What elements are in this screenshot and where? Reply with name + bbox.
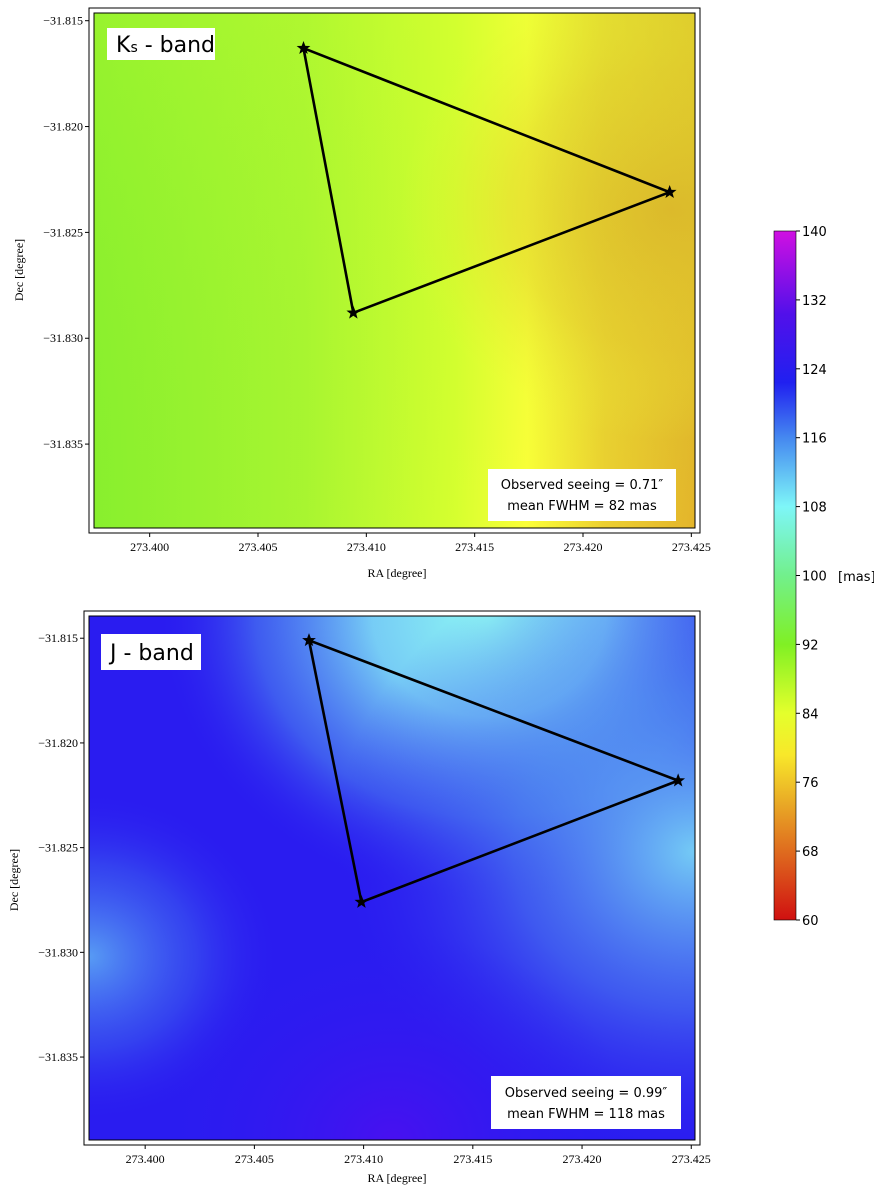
x-tick-label: 273.415 — [455, 540, 494, 554]
ks-band-label-box: Ks - band — [107, 28, 215, 60]
colorbar-tick-label: 68 — [802, 845, 819, 860]
asterism-triangle — [302, 46, 671, 315]
x-tick-label: 273.415 — [453, 1152, 492, 1166]
ks-triangle — [296, 41, 677, 319]
colorbar-tick-label: 100 — [802, 570, 827, 585]
j-band-panel: J - band Observed seeing = 0.99″ mean FW… — [7, 610, 711, 1185]
j-x-axis-title: RA [degree] — [368, 1171, 427, 1185]
y-tick-label: −31.825 — [43, 225, 83, 239]
j-y-ticks: −31.815 −31.820 −31.825 −31.830 −31.835 — [38, 631, 84, 1064]
x-tick-label: 273.425 — [672, 1152, 711, 1166]
colorbar: 140 132 124 116 108 100 92 84 76 68 60 [mas] — [773, 225, 874, 929]
colorbar-tick-label: 116 — [802, 432, 827, 447]
y-tick-label: −31.815 — [43, 14, 83, 28]
asterism-triangle — [307, 639, 680, 904]
y-tick-label: −31.820 — [38, 736, 78, 750]
colorbar-tick-label: 132 — [802, 294, 827, 309]
j-band-label-box: J - band — [101, 634, 201, 670]
x-tick-label: 273.405 — [239, 540, 278, 554]
panel-frame-inner — [93, 12, 696, 529]
x-tick-label: 273.425 — [672, 540, 711, 554]
ks-y-ticks: −31.815 −31.820 −31.825 −31.830 −31.835 — [43, 14, 89, 451]
ks-band-label: Ks - band — [116, 33, 215, 58]
colorbar-gradient — [774, 231, 796, 920]
x-tick-label: 273.410 — [347, 540, 386, 554]
ks-observed-seeing: Observed seeing = 0.71″ — [501, 478, 664, 493]
x-tick-label: 273.420 — [564, 540, 603, 554]
y-tick-label: −31.830 — [43, 331, 83, 345]
ks-mean-fwhm: mean FWHM = 82 mas — [507, 499, 657, 514]
ks-band-panel: Ks - band Observed seeing = 0.71″ mean F… — [12, 7, 711, 580]
colorbar-unit: [mas] — [838, 570, 874, 585]
x-tick-label: 273.405 — [235, 1152, 274, 1166]
x-tick-label: 273.410 — [344, 1152, 383, 1166]
colorbar-tick-label: 60 — [802, 914, 819, 929]
j-mean-fwhm: mean FWHM = 118 mas — [507, 1107, 665, 1122]
j-observed-seeing: Observed seeing = 0.99″ — [505, 1086, 668, 1101]
colorbar-tick-label: 76 — [802, 776, 819, 791]
x-tick-label: 273.420 — [563, 1152, 602, 1166]
x-tick-label: 273.400 — [126, 1152, 165, 1166]
colorbar-ticks: 140 132 124 116 108 100 92 84 76 68 60 — [796, 225, 827, 929]
y-tick-label: −31.820 — [43, 120, 83, 134]
colorbar-tick-label: 108 — [802, 501, 827, 516]
y-tick-label: −31.835 — [43, 437, 83, 451]
ks-x-ticks: 273.400 273.405 273.410 273.415 273.420 273.4… — [130, 533, 711, 554]
y-tick-label: −31.835 — [38, 1050, 78, 1064]
ks-note-box: Observed seeing = 0.71″ mean FWHM = 82 m… — [488, 469, 676, 521]
j-triangle — [302, 633, 686, 908]
colorbar-tick-label: 140 — [802, 225, 827, 240]
j-note-box: Observed seeing = 0.99″ mean FWHM = 118 … — [491, 1076, 681, 1129]
y-tick-label: −31.815 — [38, 631, 78, 645]
y-tick-label: −31.825 — [38, 841, 78, 855]
ks-x-axis-title: RA [degree] — [368, 566, 427, 580]
j-x-ticks: 273.400 273.405 273.410 273.415 273.420 273.4… — [126, 1145, 711, 1166]
colorbar-tick-label: 92 — [802, 638, 819, 653]
x-tick-label: 273.400 — [130, 540, 169, 554]
ks-y-axis-title: Dec [degree] — [12, 239, 26, 301]
colorbar-tick-label: 84 — [802, 707, 819, 722]
j-band-label: J - band — [108, 641, 194, 666]
panel-frame-inner — [88, 615, 696, 1141]
j-y-axis-title: Dec [degree] — [7, 849, 21, 911]
y-tick-label: −31.830 — [38, 945, 78, 959]
colorbar-tick-label: 124 — [802, 363, 827, 378]
